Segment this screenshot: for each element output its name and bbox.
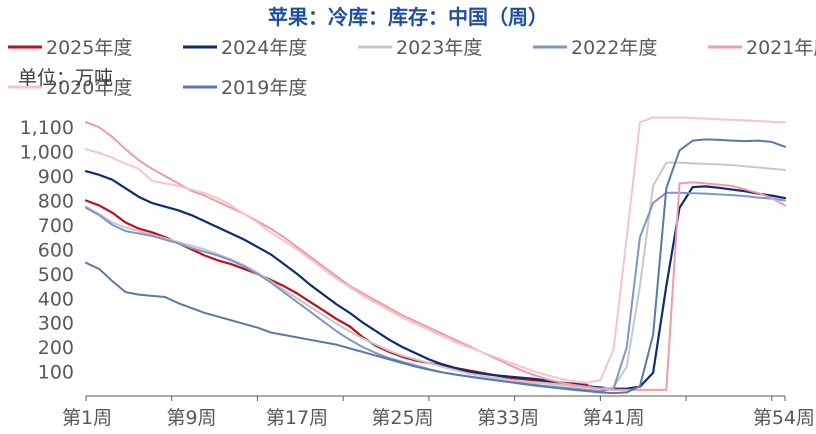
series-line-2021年度 [85,121,786,391]
legend: 2025年度 2024年度 2023年度 2022年度 2021年度 2020年度 2019… [8,37,816,99]
x-tick-label: 第1周 [62,407,112,429]
x-tick-label: 第9周 [166,407,216,429]
y-tick-label: 100 [38,362,74,384]
legend-label: 2020年度 [46,77,132,99]
unit-label: 单位：万吨 [18,67,113,89]
legend-item-2024年度: 2024年度 [183,37,307,59]
series-line-2025年度 [84,199,589,387]
series-line-2024年度 [84,170,787,390]
legend-item-2022年度: 2022年度 [533,37,657,59]
legend-label: 2023年度 [396,37,482,59]
legend-item-2021年度: 2021年度 [708,37,816,59]
y-tick-label: 900 [38,166,74,188]
legend-label: 2022年度 [571,37,657,59]
series-line-2023年度 [85,161,786,390]
legend-label: 2019年度 [221,77,307,99]
x-tick-label: 第41周 [582,407,644,429]
x-tick-label: 第25周 [371,407,433,429]
legend-item-2020年度: 2020年度 [8,77,132,99]
series-line-2020年度 [85,116,786,384]
legend-label: 2025年度 [46,37,132,59]
x-axis: 第1周 第9周 第17周 第25周 第33周 第41周 第54周 [62,395,815,429]
legend-item-2023年度: 2023年度 [358,37,482,59]
x-tick-label: 第17周 [266,407,328,429]
y-tick-label: 1,100 [20,117,74,139]
chart-title: 苹果：冷库：库存：中国（周） [268,5,548,29]
y-tick-label: 600 [38,239,74,261]
legend-item-2025年度: 2025年度 [8,37,132,59]
legend-label: 2024年度 [221,37,307,59]
x-tick-label: 第54周 [753,407,815,429]
y-tick-label: 300 [38,313,74,335]
legend-item-2019年度: 2019年度 [183,77,307,99]
y-tick-label: 200 [38,337,74,359]
y-tick-label: 800 [38,191,74,213]
x-tick-label: 第33周 [477,407,539,429]
series-line-2019年度 [85,138,786,395]
y-tick-label: 1,000 [20,142,74,164]
legend-label: 2021年度 [746,37,816,59]
y-tick-label: 500 [38,264,74,286]
y-tick-label: 400 [38,288,74,310]
y-tick-label: 700 [38,215,74,237]
plot-area [84,116,787,395]
